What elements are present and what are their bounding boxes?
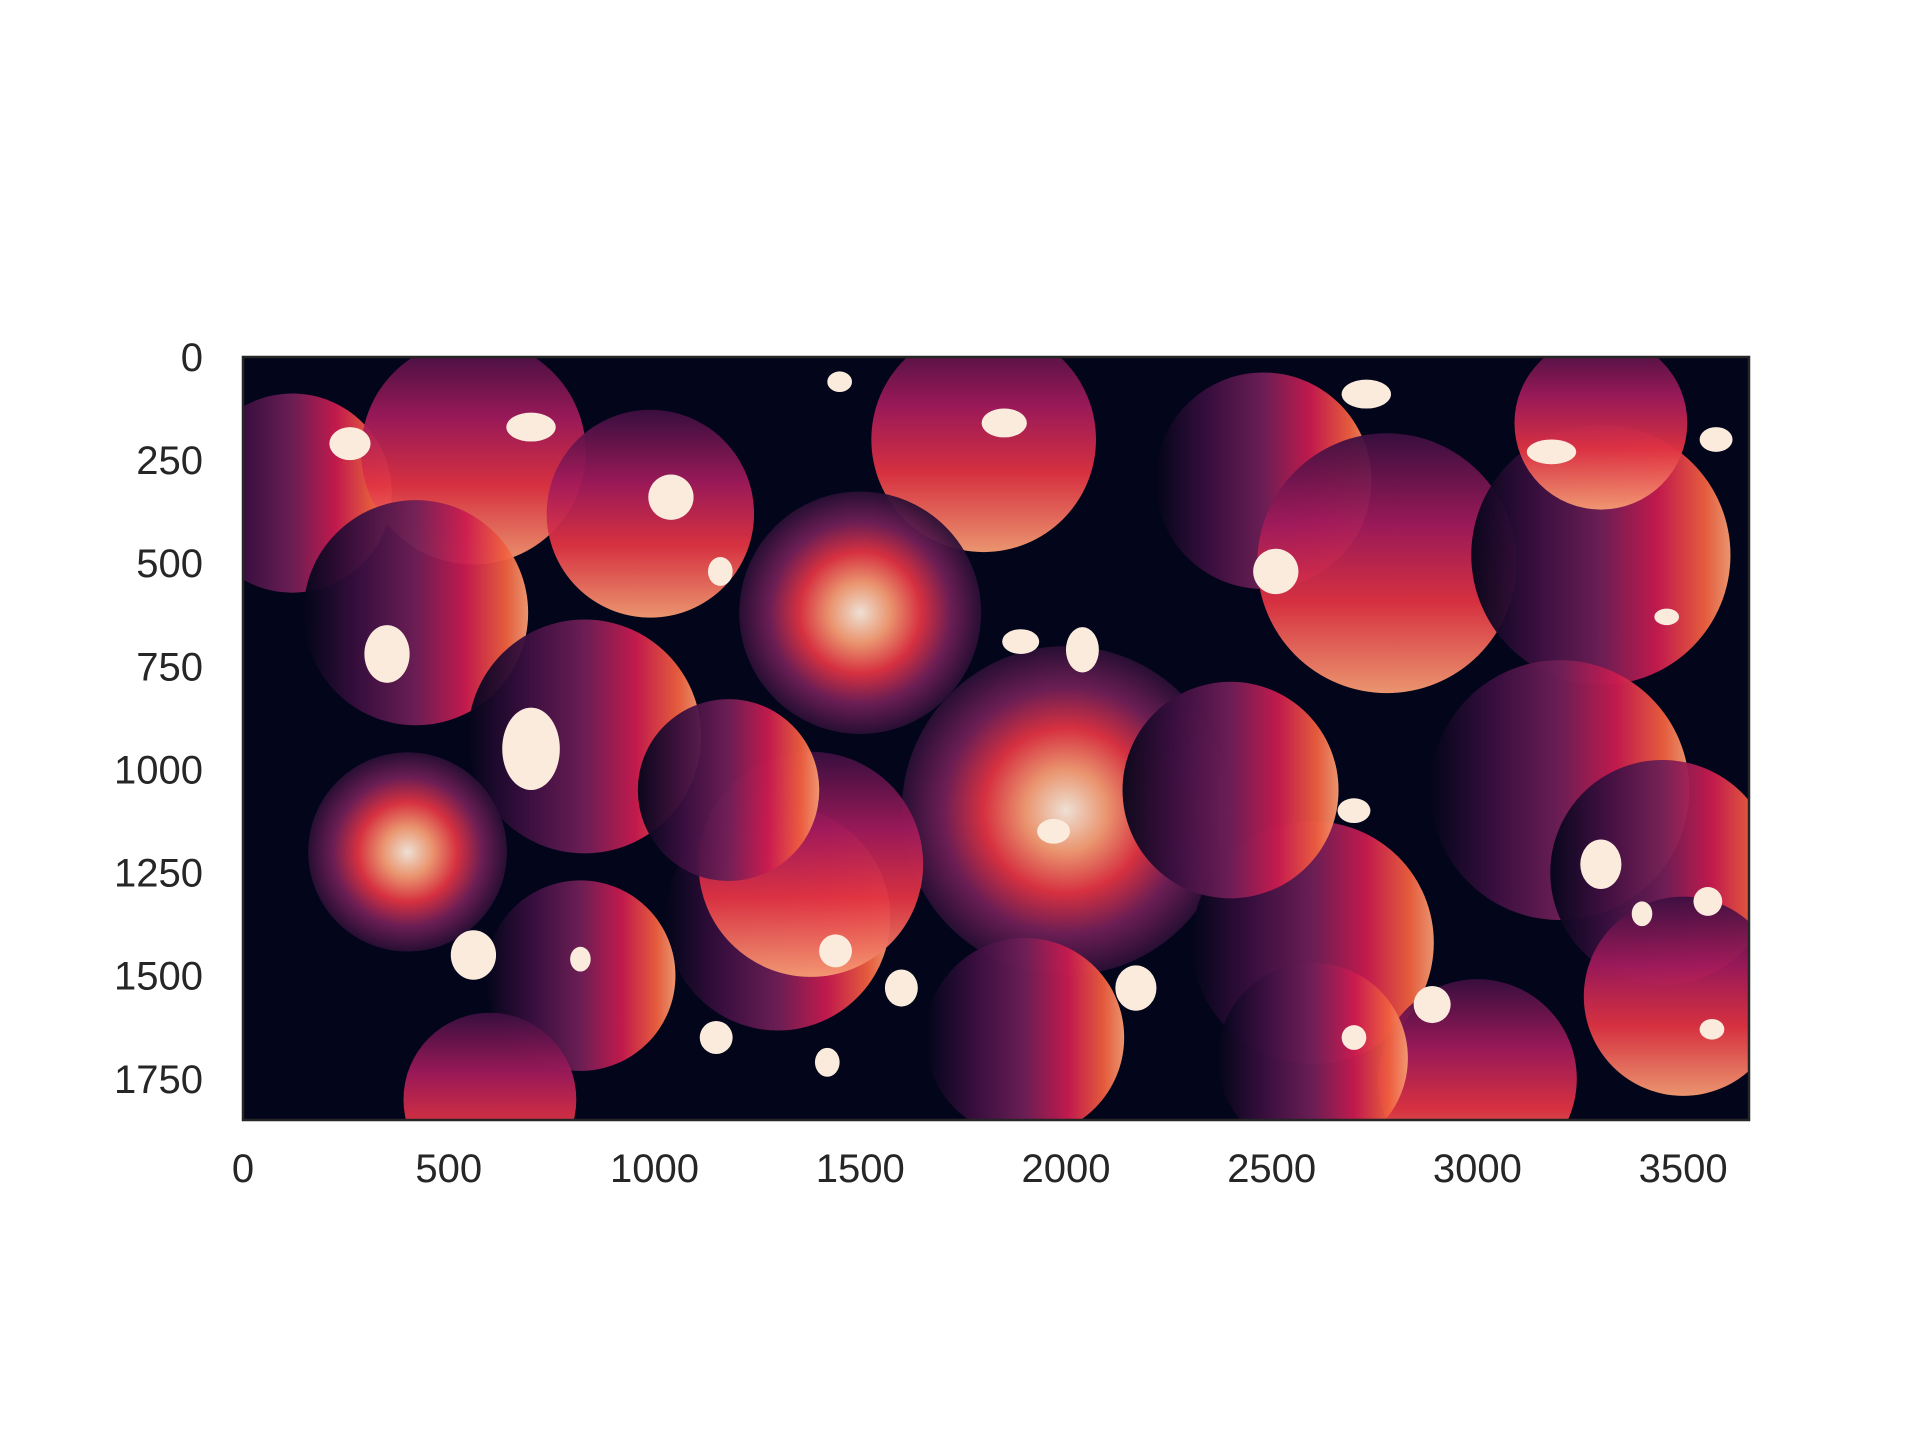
- peak-spot: [1337, 798, 1371, 824]
- heat-region: [1217, 962, 1408, 1120]
- x-tick-label: 0: [232, 1147, 254, 1191]
- peak-spot: [1341, 379, 1392, 409]
- y-tick-label: 250: [136, 439, 203, 483]
- peak-spot: [1253, 548, 1299, 595]
- peak-spot: [814, 1047, 840, 1077]
- x-tick-label: 3500: [1639, 1147, 1728, 1191]
- heat-region: [403, 1012, 577, 1120]
- y-tick-label: 1750: [114, 1058, 203, 1102]
- peak-spot: [884, 969, 918, 1007]
- y-tick-label: 1500: [114, 955, 203, 999]
- x-tick-label: 2000: [1021, 1147, 1110, 1191]
- peak-spot: [827, 371, 852, 393]
- peak-spot: [1037, 818, 1071, 844]
- heat-region: [546, 409, 755, 618]
- peak-spot: [1002, 629, 1040, 654]
- heat-region: [871, 357, 1096, 553]
- peak-spot: [1654, 608, 1680, 626]
- peak-spot: [1115, 965, 1157, 1011]
- heatmap-peak-spots: [329, 371, 1733, 1077]
- x-axis: 0 500 1000 1500 2000 2500 3000 3500: [232, 1147, 1728, 1191]
- heat-region: [308, 752, 507, 952]
- peak-spot: [1580, 839, 1622, 890]
- peak-spot: [502, 707, 560, 791]
- peak-spot: [1526, 439, 1577, 465]
- x-tick-label: 500: [415, 1147, 482, 1191]
- peak-spot: [699, 1021, 733, 1055]
- y-tick-label: 750: [136, 645, 203, 689]
- y-tick-label: 1000: [114, 748, 203, 792]
- peak-spot: [329, 427, 371, 461]
- heatmap-regions: [243, 357, 1749, 1120]
- heat-region: [1122, 681, 1339, 899]
- x-tick-label: 1000: [610, 1147, 699, 1191]
- peak-spot: [1631, 901, 1653, 927]
- peak-spot: [1341, 1025, 1367, 1050]
- peak-spot: [707, 557, 733, 586]
- heat-region: [303, 500, 529, 726]
- peak-spot: [506, 412, 556, 442]
- peak-spot: [1693, 886, 1723, 916]
- x-tick-label: 3000: [1433, 1147, 1522, 1191]
- y-tick-label: 1250: [114, 852, 203, 896]
- peak-spot: [1699, 427, 1733, 452]
- peak-spot: [981, 408, 1027, 438]
- peak-spot: [450, 930, 497, 980]
- heat-region: [1514, 357, 1688, 510]
- peak-spot: [819, 934, 852, 968]
- x-tick-label: 1500: [816, 1147, 905, 1191]
- heat-region: [637, 699, 820, 881]
- heat-region: [739, 491, 982, 734]
- peak-spot: [1065, 627, 1099, 673]
- peak-spot: [570, 946, 591, 972]
- peak-spot: [364, 625, 410, 683]
- heat-region: [1257, 433, 1517, 694]
- heat-region: [1583, 896, 1749, 1096]
- x-tick-label: 2500: [1227, 1147, 1316, 1191]
- peak-spot: [648, 474, 694, 520]
- peak-spot: [1699, 1018, 1725, 1040]
- heat-region: [925, 937, 1125, 1120]
- y-tick-label: 500: [136, 542, 203, 586]
- plot-frame: [241, 355, 1751, 1122]
- y-tick-label: 0: [181, 336, 203, 380]
- peak-spot: [1413, 985, 1451, 1024]
- heatmap-plot-area: [241, 355, 1751, 1122]
- y-axis: 0 250 500 750 1000 1250 1500 1750: [114, 336, 203, 1102]
- heat-region: [485, 880, 676, 1071]
